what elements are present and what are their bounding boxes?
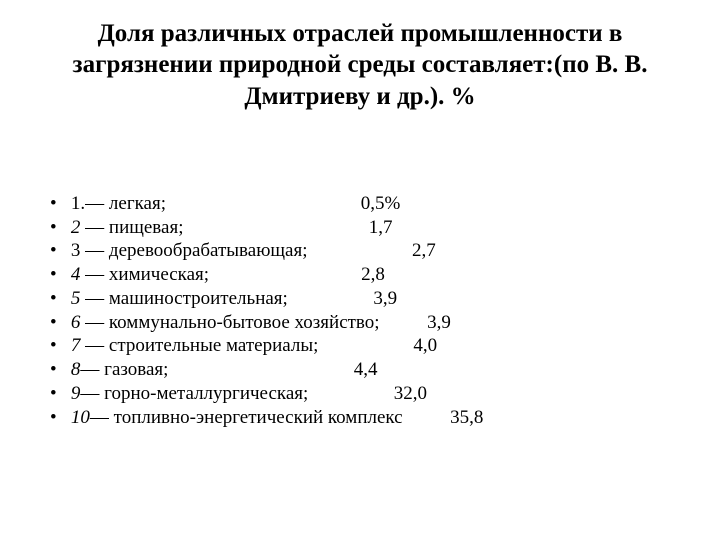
item-gap <box>380 312 428 333</box>
item-gap <box>308 383 394 404</box>
item-gap <box>168 359 353 380</box>
item-name: деревообрабатывающая; <box>109 240 308 261</box>
slide-title: Доля различных отраслей промышленности в… <box>40 18 680 112</box>
item-number: 2 <box>71 217 81 238</box>
item-name: горно-металлургическая; <box>104 383 308 404</box>
item-gap <box>403 407 451 428</box>
item-name: газовая; <box>104 359 168 380</box>
item-number: 10 <box>71 407 90 428</box>
item-separator: — <box>80 240 109 261</box>
item-separator: — <box>80 383 104 404</box>
item-name: машиностроительная; <box>109 288 288 309</box>
list-item: 4 — химическая; 2,8 <box>50 263 680 287</box>
list-item: 1.— легкая; 0,5% <box>50 192 680 216</box>
item-name: топливно-энергетический комплекс <box>114 407 403 428</box>
item-separator: — <box>90 407 114 428</box>
item-number: 4 <box>71 264 81 285</box>
item-value: 2,8 <box>361 264 385 285</box>
item-value: 0,5% <box>361 193 401 214</box>
item-value: 3,9 <box>373 288 397 309</box>
item-gap <box>308 240 413 261</box>
item-number: 6 <box>71 312 81 333</box>
item-number: 8 <box>71 359 81 380</box>
item-value: 3,9 <box>427 312 451 333</box>
item-separator: — <box>80 264 109 285</box>
item-separator: — <box>80 288 109 309</box>
item-separator: — <box>80 312 109 333</box>
list-item: 10— топливно-энергетический комплекс 35,… <box>50 406 680 430</box>
list-item: 7 — строительные материалы; 4,0 <box>50 334 680 358</box>
item-number: 5 <box>71 288 81 309</box>
item-number: 9 <box>71 383 81 404</box>
item-value: 4,0 <box>413 335 437 356</box>
list-item: 6 — коммунально-бытовое хозяйство; 3,9 <box>50 311 680 335</box>
item-number: 3 <box>71 240 81 261</box>
item-separator: — <box>80 359 104 380</box>
item-number: 1. <box>71 193 85 214</box>
item-name: коммунально-бытовое хозяйство; <box>109 312 380 333</box>
item-name: легкая; <box>109 193 166 214</box>
item-value: 32,0 <box>394 383 427 404</box>
item-gap <box>183 217 368 238</box>
item-name: химическая; <box>109 264 209 285</box>
item-name: пищевая; <box>109 217 184 238</box>
item-number: 7 <box>71 335 81 356</box>
item-value: 1,7 <box>369 217 393 238</box>
item-gap <box>166 193 361 214</box>
item-gap <box>318 335 413 356</box>
list-item: 3 — деревообрабатывающая; 2,7 <box>50 239 680 263</box>
list-item: 5 — машиностроительная; 3,9 <box>50 287 680 311</box>
industry-list: 1.— легкая; 0,5%2 — пищевая; 1,73 — дере… <box>50 192 680 430</box>
item-separator: — <box>80 217 109 238</box>
item-gap <box>288 288 374 309</box>
item-value: 4,4 <box>354 359 378 380</box>
list-item: 2 — пищевая; 1,7 <box>50 216 680 240</box>
slide: Доля различных отраслей промышленности в… <box>0 0 720 540</box>
list-item: 8— газовая; 4,4 <box>50 358 680 382</box>
list-item: 9— горно-металлургическая; 32,0 <box>50 382 680 406</box>
item-name: строительные материалы; <box>109 335 319 356</box>
item-value: 2,7 <box>412 240 436 261</box>
item-gap <box>209 264 361 285</box>
item-separator: — <box>80 335 109 356</box>
item-separator: — <box>85 193 109 214</box>
item-value: 35,8 <box>450 407 483 428</box>
